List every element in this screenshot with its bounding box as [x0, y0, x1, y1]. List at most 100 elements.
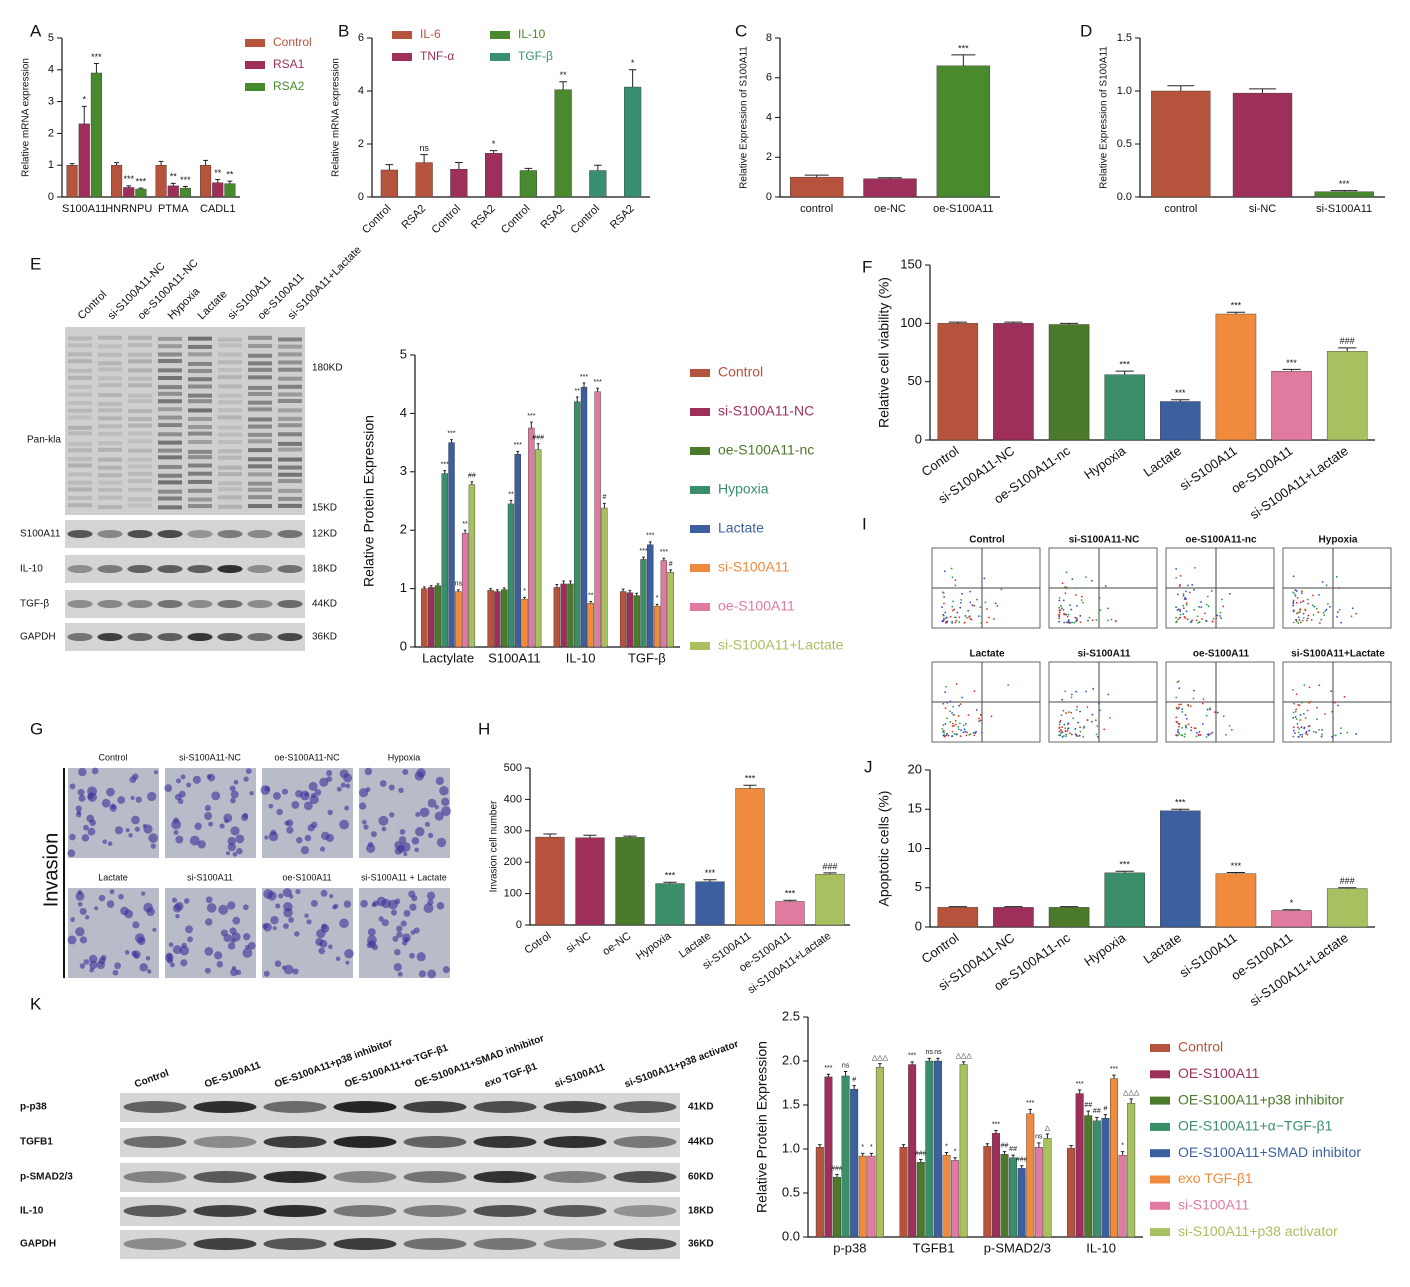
cell: [308, 781, 318, 791]
blot-smear: [248, 353, 272, 358]
blot-smear: [98, 416, 122, 421]
significance-label: △△△: [1123, 1090, 1140, 1097]
blot-smear: [68, 359, 92, 364]
plot-title: si-S100A11: [1078, 649, 1131, 660]
blot-smear: [158, 407, 182, 412]
significance-label: *: [492, 139, 496, 149]
error-bar: [743, 784, 757, 789]
event: [1182, 593, 1185, 595]
legend-swatch: [1150, 1228, 1170, 1237]
significance-label: ###: [1016, 1157, 1028, 1164]
event: [967, 714, 970, 717]
event: [1222, 715, 1225, 718]
event: [1297, 622, 1300, 624]
event: [1295, 590, 1298, 592]
cell: [78, 794, 86, 802]
event: [1296, 612, 1298, 615]
blot-band: [333, 1238, 397, 1250]
cell: [390, 909, 397, 916]
blot-smear: [278, 376, 302, 381]
kd-label: 180KD: [312, 363, 343, 374]
event: [1058, 727, 1061, 729]
error-bar: [158, 160, 164, 166]
blot-smear: [128, 448, 152, 453]
event: [1312, 730, 1315, 733]
event: [1324, 610, 1327, 613]
event: [1195, 731, 1198, 734]
plot-title: oe-S100A11: [1193, 649, 1250, 660]
x-tick-label: oe-NC: [600, 930, 633, 958]
blot-band: [277, 633, 303, 641]
blot-smear: [188, 497, 212, 502]
event: [1303, 712, 1305, 715]
cell: [435, 776, 444, 785]
event: [1321, 733, 1323, 736]
event: [1059, 605, 1062, 607]
event: [1077, 735, 1079, 737]
cell: [171, 897, 178, 903]
significance-label: ***: [824, 1065, 832, 1072]
blot-smear: [278, 423, 302, 428]
event: [1207, 605, 1210, 608]
cell: [427, 832, 434, 839]
cell: [118, 893, 124, 900]
event: [1305, 619, 1308, 622]
event: [1301, 735, 1303, 738]
cell: [172, 945, 182, 955]
event: [1181, 710, 1184, 713]
bar: [850, 1088, 859, 1238]
event: [1211, 620, 1214, 623]
significance-label: ***: [91, 52, 102, 62]
event: [1200, 601, 1202, 603]
event: [1198, 621, 1201, 623]
event: [1175, 696, 1178, 699]
blot-smear: [278, 503, 302, 508]
event: [1195, 735, 1198, 738]
blot-smear: [98, 441, 122, 446]
event: [1184, 617, 1187, 620]
event: [1075, 617, 1078, 620]
event: [1301, 733, 1304, 736]
blot-smear: [218, 487, 242, 492]
event: [1300, 590, 1303, 593]
significance-label: ###: [1340, 336, 1355, 346]
blot-smear: [68, 457, 92, 462]
cell: [399, 829, 406, 835]
blot-band: [67, 530, 93, 538]
significance-label: *: [82, 95, 86, 105]
event: [951, 722, 954, 725]
lane-label: OE-S100A11+p38 inhibitor: [273, 1037, 394, 1090]
invasion-image: [262, 768, 353, 858]
plot-title: Hypoxia: [1319, 535, 1358, 546]
cell: [343, 900, 352, 908]
event: [1295, 718, 1298, 720]
axis-line: [807, 1017, 1143, 1238]
image-label: Lactate: [98, 872, 128, 882]
blot-band: [543, 1136, 607, 1148]
cell: [345, 783, 351, 789]
blot-smear: [158, 496, 182, 501]
event: [1292, 604, 1295, 607]
event: [1205, 714, 1208, 717]
error-bar: [138, 187, 144, 190]
blot-band: [613, 1238, 677, 1250]
bar: [66, 164, 78, 198]
bar: [863, 178, 917, 198]
y-tick-label: 2: [400, 522, 407, 537]
y-axis-label: Relative Expression of S100A11: [1099, 46, 1110, 189]
blot-smear: [188, 431, 212, 436]
error-bar: [877, 177, 903, 179]
error-bar: [1086, 1110, 1090, 1116]
event: [1292, 601, 1295, 603]
event: [1301, 701, 1303, 704]
event: [1177, 593, 1179, 596]
cell: [262, 923, 269, 930]
cell: [276, 808, 283, 816]
blot-smear: [278, 432, 302, 437]
legend-swatch: [245, 83, 265, 91]
blot-smear: [248, 424, 272, 429]
error-bar: [562, 580, 566, 584]
event: [1206, 708, 1209, 711]
event: [1296, 596, 1299, 599]
event: [964, 723, 967, 725]
